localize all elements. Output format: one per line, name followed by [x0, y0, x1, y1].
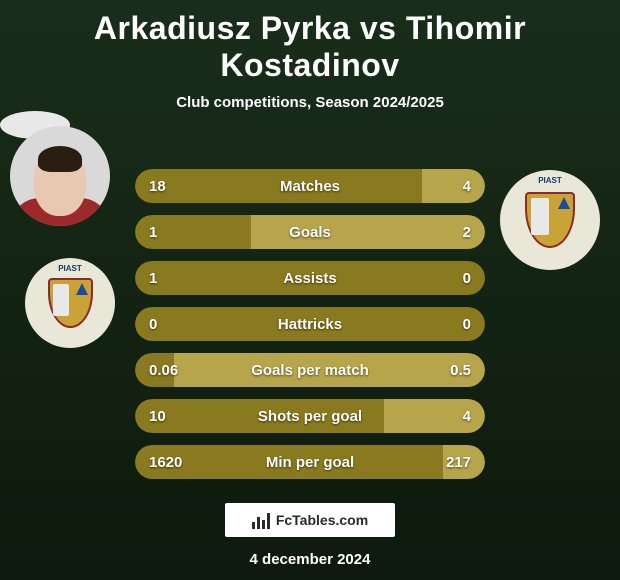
- stat-label: Matches: [280, 178, 340, 195]
- brand-label: FcTables.com: [276, 512, 368, 528]
- stat-value-left: 10: [149, 408, 166, 425]
- stat-bar-right: [422, 169, 485, 203]
- stat-pill: 0 0 Hattricks: [135, 307, 485, 341]
- stat-row: 18 4 Matches: [0, 169, 620, 203]
- stat-label: Hattricks: [278, 316, 342, 333]
- stat-value-right: 4: [463, 408, 471, 425]
- stat-row: 1 2 Goals: [0, 215, 620, 249]
- stat-row: 1620 217 Min per goal: [0, 445, 620, 479]
- brand-box: FcTables.com: [225, 503, 395, 537]
- stat-value-left: 0.06: [149, 362, 178, 379]
- stat-label: Goals: [289, 224, 331, 241]
- stat-value-left: 1: [149, 224, 157, 241]
- stat-row: 10 4 Shots per goal: [0, 399, 620, 433]
- stat-value-left: 1620: [149, 454, 182, 471]
- stat-label: Assists: [283, 270, 336, 287]
- stat-pill: 1 2 Goals: [135, 215, 485, 249]
- stat-value-right: 0: [463, 270, 471, 287]
- bar-chart-icon: [252, 511, 270, 529]
- stat-pill: 1 0 Assists: [135, 261, 485, 295]
- stat-row: 0 0 Hattricks: [0, 307, 620, 341]
- date-label: 4 december 2024: [0, 551, 620, 568]
- stat-value-right: 217: [446, 454, 471, 471]
- stat-value-left: 1: [149, 270, 157, 287]
- stat-value-left: 18: [149, 178, 166, 195]
- stat-value-right: 4: [463, 178, 471, 195]
- stat-pill: 1620 217 Min per goal: [135, 445, 485, 479]
- stat-pill: 0.06 0.5 Goals per match: [135, 353, 485, 387]
- stat-value-left: 0: [149, 316, 157, 333]
- stat-row: 0.06 0.5 Goals per match: [0, 353, 620, 387]
- stat-bar-left: [135, 169, 422, 203]
- stat-label: Goals per match: [251, 362, 369, 379]
- stats-container: 184Matches12Goals10Assists00Hattricks0.0…: [0, 169, 620, 479]
- stat-label: Min per goal: [266, 454, 354, 471]
- stat-pill: 18 4 Matches: [135, 169, 485, 203]
- page-title: Arkadiusz Pyrka vs Tihomir Kostadinov: [0, 0, 620, 84]
- stat-bar-right: [251, 215, 486, 249]
- subtitle: Club competitions, Season 2024/2025: [0, 94, 620, 111]
- stat-value-right: 0.5: [450, 362, 471, 379]
- stat-value-right: 2: [463, 224, 471, 241]
- stat-value-right: 0: [463, 316, 471, 333]
- stat-label: Shots per goal: [258, 408, 362, 425]
- stat-pill: 10 4 Shots per goal: [135, 399, 485, 433]
- stat-row: 1 0 Assists: [0, 261, 620, 295]
